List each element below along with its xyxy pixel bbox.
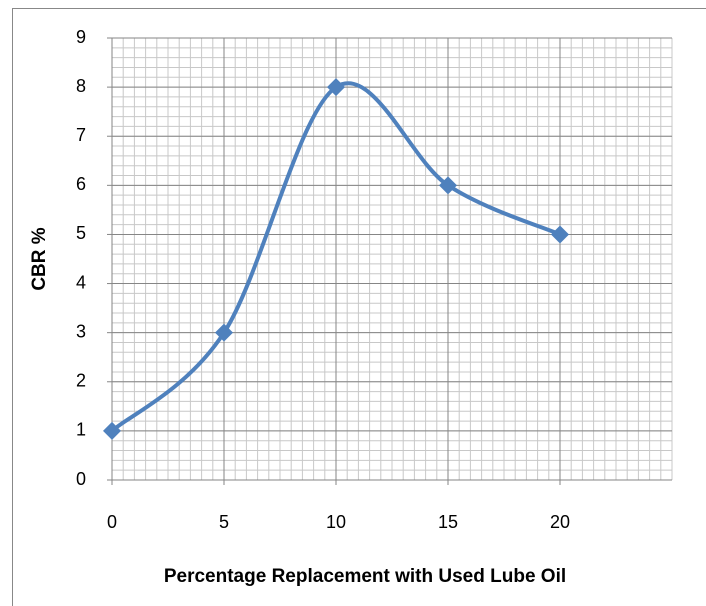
data-marker [551, 225, 569, 244]
chart-frame [12, 8, 706, 606]
x-tick-label: 0 [107, 512, 117, 532]
y-tick-label: 9 [76, 27, 86, 47]
data-marker [439, 176, 457, 195]
data-line [110, 81, 561, 433]
x-tick-label: 5 [219, 512, 229, 532]
data-marker [215, 323, 233, 342]
data-marker [103, 421, 121, 440]
y-tick-label: 3 [76, 321, 86, 341]
y-tick-label: 5 [76, 223, 86, 243]
y-tick-label: 7 [76, 125, 86, 145]
y-tick-label: 8 [76, 76, 86, 96]
x-tick-label: 20 [550, 512, 570, 532]
x-axis-title: Percentage Replacement with Used Lube Oi… [164, 566, 566, 587]
y-tick-label: 2 [76, 371, 86, 391]
x-tick-label: 10 [326, 512, 346, 532]
y-axis-title: CBR % [29, 227, 50, 290]
y-tick-label: 4 [76, 272, 86, 292]
x-tick-label: 15 [438, 512, 458, 532]
y-tick-label: 1 [76, 420, 86, 440]
data-marker [327, 78, 345, 97]
y-tick-label: 6 [76, 174, 86, 194]
y-tick-label: 0 [76, 469, 86, 489]
